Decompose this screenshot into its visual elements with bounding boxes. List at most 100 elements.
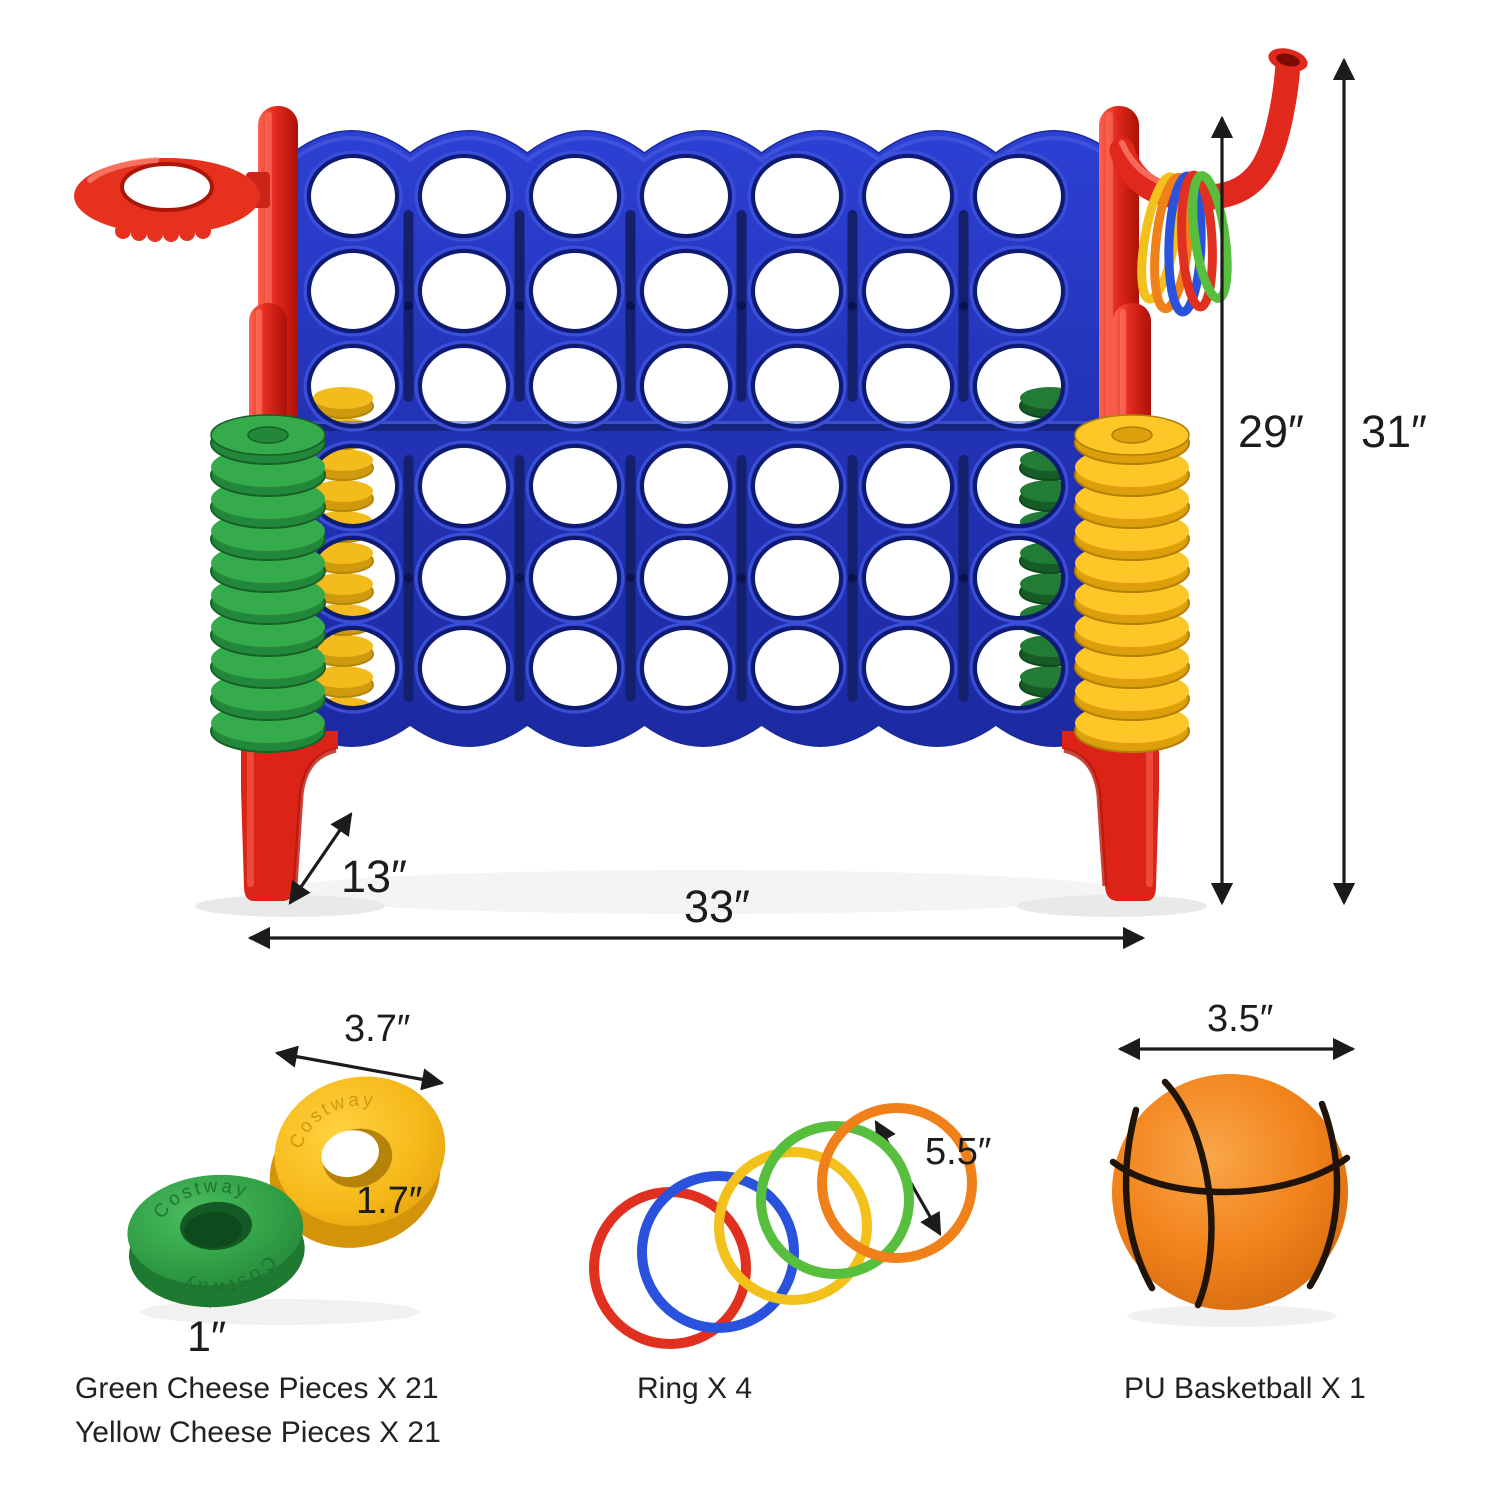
board-hole [525, 150, 625, 242]
board-hole [636, 340, 736, 432]
board-hole [858, 150, 958, 242]
board-hole [969, 532, 1069, 624]
board-hole-rim [640, 249, 732, 333]
ball-seam-horizontal [1109, 1154, 1351, 1196]
board-hole-rim [307, 154, 399, 238]
board-hole-rim [862, 444, 954, 528]
board-hole-rim [751, 344, 843, 428]
rings-illustration [589, 1103, 977, 1349]
game-piece-disc [210, 414, 326, 465]
dimension-label-13: 13″ [341, 851, 407, 902]
board-hole [414, 340, 514, 432]
board-hole-rim [640, 344, 732, 428]
board-hole-rim [418, 249, 510, 333]
board-hole [858, 440, 958, 532]
yellow-cheese-piece: Costway [269, 1076, 446, 1248]
board-hole-rims [303, 150, 1069, 714]
toss-ring [714, 1147, 872, 1305]
board-hole [747, 150, 847, 242]
board-hole-rim [751, 249, 843, 333]
board-hole [525, 532, 625, 624]
board-top-highlight [291, 136, 1115, 163]
arrow-13 [288, 812, 353, 905]
board-hole-rim [529, 249, 621, 333]
board-hole-rim [973, 626, 1065, 710]
board-hole-rim [529, 626, 621, 710]
board-hole [969, 150, 1069, 242]
board-hole-rim [751, 536, 843, 620]
board-hole-rim [862, 344, 954, 428]
board-hole-rim [529, 154, 621, 238]
board-hole [414, 440, 514, 532]
left-foot [241, 731, 338, 901]
board-hole-rim [640, 626, 732, 710]
yellow-piece-stack [1074, 414, 1190, 753]
board-hole [636, 532, 736, 624]
board-hole-rim [307, 344, 399, 428]
board-hole-rim [973, 154, 1065, 238]
board-hole [747, 532, 847, 624]
board-hole [303, 245, 403, 337]
board-hole [636, 150, 736, 242]
board-hole [969, 440, 1069, 532]
board-hole [747, 245, 847, 337]
board-hole [414, 245, 514, 337]
board-hole-rim [862, 154, 954, 238]
arrow-3-7 [274, 1045, 445, 1091]
board-hole-rim [973, 536, 1065, 620]
board-hole-rim [640, 536, 732, 620]
dimension-label-31: 31″ [1361, 406, 1427, 457]
board-hole [303, 340, 403, 432]
game-piece-disc [1074, 414, 1190, 465]
toss-ring [817, 1103, 977, 1263]
board-hole-rim [973, 444, 1065, 528]
board-hole [747, 340, 847, 432]
board-hole-rim [418, 536, 510, 620]
board-hole [525, 622, 625, 714]
dimension-label-3-7: 3.7″ [344, 1008, 411, 1050]
ball-seam-left [1122, 1106, 1156, 1292]
board-hole [747, 622, 847, 714]
toss-ring [637, 1171, 799, 1333]
board-hole-rim [751, 154, 843, 238]
board-column-slots [403, 210, 969, 702]
game-board [291, 128, 1115, 749]
board-hole [747, 440, 847, 532]
board-hole-rim [862, 626, 954, 710]
board-hole-rim [418, 154, 510, 238]
board-hole-rim [973, 249, 1065, 333]
cheese-pieces-illustration: Costway Costway Costway [127, 1076, 446, 1308]
right-piece-pole-highlight [1120, 309, 1126, 439]
board-hole [858, 245, 958, 337]
caption-green-pieces: Green Cheese Pieces X 21 [75, 1372, 439, 1405]
board-hole [969, 340, 1069, 432]
green-cheese-piece: Costway Costway [127, 1173, 305, 1308]
board-hole [525, 245, 625, 337]
dimension-label-29: 29″ [1238, 406, 1304, 457]
board-hole-rim [751, 626, 843, 710]
board-hole-rim [529, 536, 621, 620]
board-hole-rim [973, 344, 1065, 428]
dimension-label-1: 1″ [187, 1313, 227, 1361]
board-hole-rim [640, 444, 732, 528]
dimension-label-33: 33″ [684, 881, 750, 932]
basketball-illustration [1109, 1074, 1351, 1310]
board-hole-rim [418, 626, 510, 710]
board-hole-rim [418, 444, 510, 528]
board-hole-rim [529, 344, 621, 428]
dimension-label-5-5: 5.5″ [925, 1131, 992, 1173]
board-hole [636, 622, 736, 714]
board-hole-rim [751, 444, 843, 528]
board-hole [969, 622, 1069, 714]
board-hole-rim [529, 444, 621, 528]
ring-toss-pole [1109, 48, 1308, 211]
board-hole [303, 150, 403, 242]
board-hole [858, 340, 958, 432]
basketball-hoop [74, 157, 270, 242]
board-hole [636, 245, 736, 337]
left-piece-pole-highlight [256, 309, 262, 439]
board-hole [414, 150, 514, 242]
board-hole [636, 440, 736, 532]
